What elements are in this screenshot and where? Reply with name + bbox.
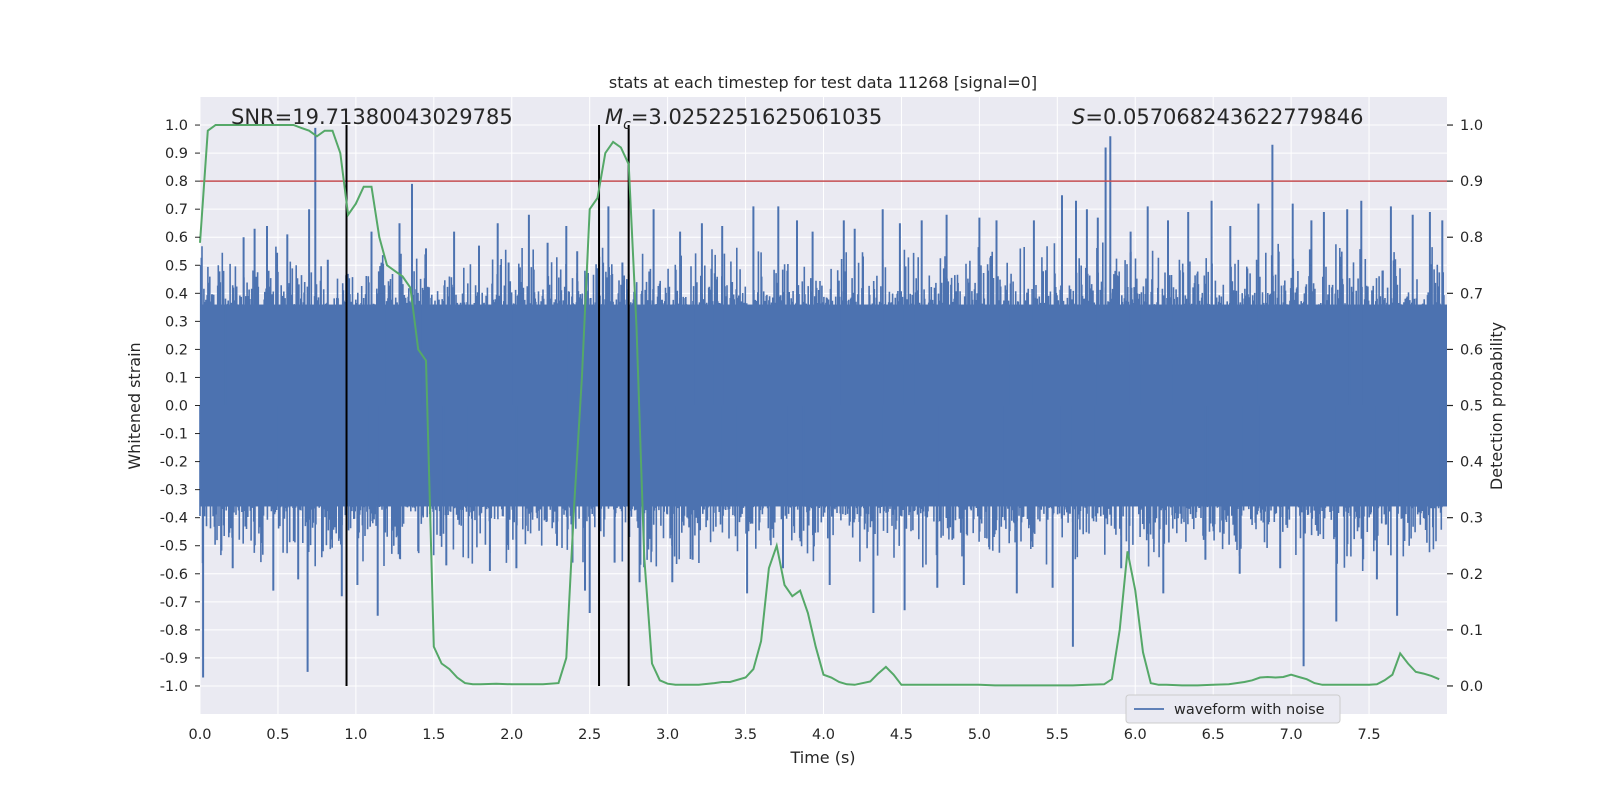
legend-box [1125, 694, 1341, 724]
y-tick-label: -0.9 [160, 651, 188, 667]
legend-label-waveform: waveform with noise [1174, 702, 1325, 718]
x-axis-ticks: 0.0 0.5 1.0 1.5 2.0 2.5 3.0 3.5 4.0 4.5 5.0 5.5 6.0 6… [188, 727, 1380, 743]
y-tick-label: 0.6 [165, 230, 188, 246]
y-tick-label: -0.6 [160, 567, 188, 583]
y-tick-label: 0.7 [165, 202, 188, 218]
right-y-tick-label: 0.2 [1460, 567, 1483, 583]
x-tick-label: 7.5 [1358, 727, 1381, 743]
s-symbol: S [1072, 105, 1085, 129]
x-tick-label: 1.5 [422, 727, 445, 743]
x-tick-label: 3.0 [656, 727, 679, 743]
y-axis-ticks: 1.0 0.9 0.8 0.7 0.6 0.5 0.4 0.3 0.2 0.1 0.0 -0.1 -0.… [160, 118, 200, 695]
snr-annotation: SNR=19.71380043029785 [231, 105, 513, 129]
y-tick-label: 1.0 [165, 118, 188, 134]
x-tick-label: 2.5 [578, 727, 601, 743]
y-tick-label: 0.0 [165, 399, 188, 415]
y-tick-label: -0.8 [160, 623, 188, 639]
x-tick-label: 6.0 [1124, 727, 1147, 743]
x-axis-label: Time (s) [789, 748, 855, 767]
right-y-axis-label: Detection probability [1487, 322, 1506, 490]
y-tick-label: 0.9 [165, 146, 188, 162]
probability-series [199, 124, 1440, 687]
legend: waveform with noise [1125, 694, 1341, 724]
x-tick-label: 0.0 [188, 727, 211, 743]
y-tick-label: 0.2 [165, 342, 188, 358]
y-tick-label: 0.1 [165, 370, 188, 386]
y-tick-label: 0.4 [165, 286, 188, 302]
x-tick-label: 4.0 [812, 727, 835, 743]
s-annotation: S=0.057068243622779846 [1072, 105, 1363, 129]
right-y-tick-label: 0.7 [1460, 286, 1483, 302]
chirp-mass-annotation: Mc=3.0252251625061035 [605, 105, 882, 133]
s-value: =0.057068243622779846 [1085, 105, 1363, 129]
right-y-tick-label: 0.6 [1460, 342, 1483, 358]
right-y-tick-label: 0.5 [1460, 399, 1483, 415]
right-y-tick-label: 0.9 [1460, 174, 1483, 190]
right-y-tick-label: 0.0 [1460, 679, 1483, 695]
waveform-peaks [202, 127, 1444, 678]
chirp-mass-symbol: M [605, 105, 623, 129]
y-tick-label: -0.1 [160, 427, 188, 443]
x-tick-label: 5.0 [968, 727, 991, 743]
x-tick-label: 6.5 [1202, 727, 1225, 743]
right-y-tick-label: 0.8 [1460, 230, 1483, 246]
y-tick-label: -0.3 [160, 483, 188, 499]
right-y-tick-label: 0.3 [1460, 511, 1483, 527]
y-tick-label: 0.5 [165, 258, 188, 274]
right-y-tick-label: 1.0 [1460, 118, 1483, 134]
right-y-axis-ticks: 1.0 0.9 0.8 0.7 0.6 0.5 0.4 0.3 0.2 0.1 0.0 [1447, 118, 1483, 695]
x-tick-label: 0.5 [266, 727, 289, 743]
x-tick-label: 4.5 [890, 727, 913, 743]
y-tick-label: 0.3 [165, 314, 188, 330]
x-tick-label: 7.0 [1280, 727, 1303, 743]
chirp-mass-subscript: c [623, 117, 631, 133]
right-y-tick-label: 0.4 [1460, 455, 1483, 471]
y-tick-label: -0.2 [160, 455, 188, 471]
right-y-tick-label: 0.1 [1460, 623, 1483, 639]
waveform-series [199, 127, 1447, 678]
y-tick-label: 0.8 [165, 174, 188, 190]
chirp-mass-value: =3.0252251625061035 [631, 105, 882, 129]
probability-line [199, 124, 1440, 687]
y-axis-label: Whitened strain [125, 342, 144, 469]
y-tick-label: -0.7 [160, 595, 188, 611]
x-tick-label: 2.0 [500, 727, 523, 743]
y-tick-label: -0.5 [160, 539, 188, 555]
y-tick-label: -0.4 [160, 511, 188, 527]
x-tick-label: 1.0 [344, 727, 367, 743]
x-tick-label: 5.5 [1046, 727, 1069, 743]
x-tick-label: 3.5 [734, 727, 757, 743]
chart-title: stats at each timestep for test data 112… [609, 73, 1037, 92]
y-tick-label: -1.0 [160, 679, 188, 695]
vertical-markers [345, 125, 630, 686]
